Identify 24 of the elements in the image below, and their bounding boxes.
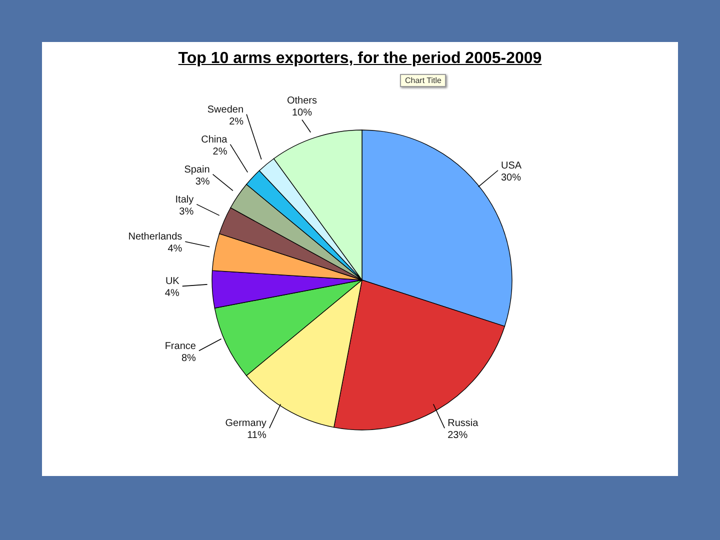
slice-label: Germany bbox=[225, 418, 266, 430]
data-label: 10% bbox=[292, 108, 312, 119]
slice-label: Netherlands bbox=[128, 232, 182, 243]
data-label: 3% bbox=[179, 206, 194, 218]
slice-label: UK bbox=[165, 276, 180, 288]
data-label: 4% bbox=[168, 244, 182, 255]
data-label: 8% bbox=[181, 352, 196, 364]
slice-label: Sweden bbox=[207, 104, 244, 116]
slice-label: Italy bbox=[175, 194, 194, 206]
slice-label: USA bbox=[501, 160, 522, 172]
slice-label: Others bbox=[286, 96, 318, 107]
data-label: 11% bbox=[247, 430, 266, 442]
slice-label: China bbox=[201, 134, 228, 146]
data-label: 2% bbox=[229, 116, 244, 128]
slice-label: France bbox=[164, 340, 196, 352]
slice-label: Spain bbox=[184, 164, 210, 176]
data-label: 3% bbox=[195, 176, 210, 188]
data-label: 2% bbox=[212, 146, 228, 158]
text: Chart Title bbox=[400, 74, 446, 87]
slice-label: Russia bbox=[448, 418, 479, 430]
chart-title: Top 10 arms exporters, for the period 2005-2009 bbox=[177, 50, 543, 68]
data-label: 4% bbox=[164, 288, 180, 300]
data-label: 30% bbox=[501, 172, 522, 184]
data-label: 23% bbox=[448, 430, 468, 442]
